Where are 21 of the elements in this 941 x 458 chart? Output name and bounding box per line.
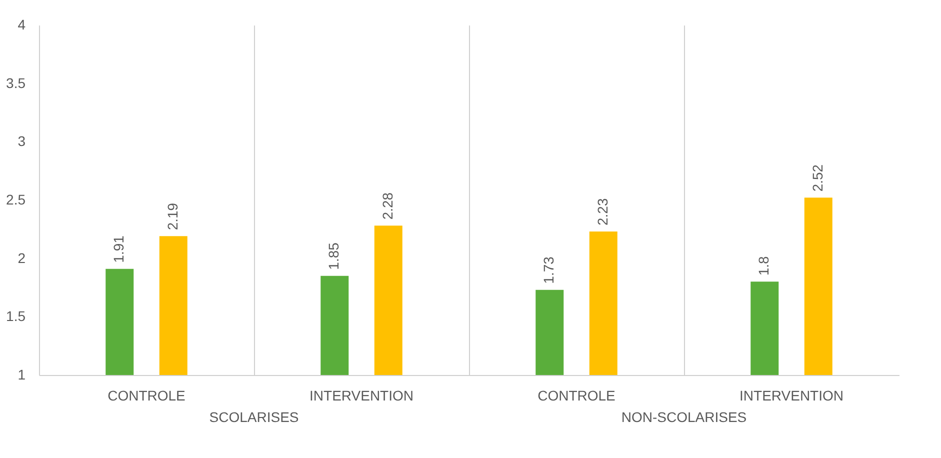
x-tick-label: CONTROLE [108, 388, 186, 404]
data-label: 2.28 [379, 192, 396, 220]
y-tick-label: 3 [18, 133, 26, 150]
y-tick-label: 1 [18, 366, 26, 382]
text: SCOLARISES [209, 409, 299, 425]
y-tick-label: 2.5 [6, 192, 26, 208]
y-tick-label: 1.5 [6, 308, 26, 324]
data-label: 2.23 [594, 198, 610, 226]
text: NON-SCOLARISES [621, 409, 747, 425]
data-label: 1.8 [756, 256, 772, 276]
x-tick-label: INTERVENTION [740, 388, 844, 404]
y-tick-label: 2 [18, 250, 26, 266]
x-tick-label: INTERVENTION [310, 388, 414, 404]
data-label: 1.91 [110, 235, 127, 263]
x-tick-label: CONTROLE [538, 388, 616, 404]
data-label: 1.85 [326, 242, 342, 270]
data-label: 2.19 [164, 202, 180, 230]
y-tick-label: 4 [18, 16, 26, 32]
data-label: 2.52 [809, 164, 826, 192]
data-label: 1.73 [540, 256, 557, 284]
y-tick-label: 3.5 [6, 74, 26, 91]
